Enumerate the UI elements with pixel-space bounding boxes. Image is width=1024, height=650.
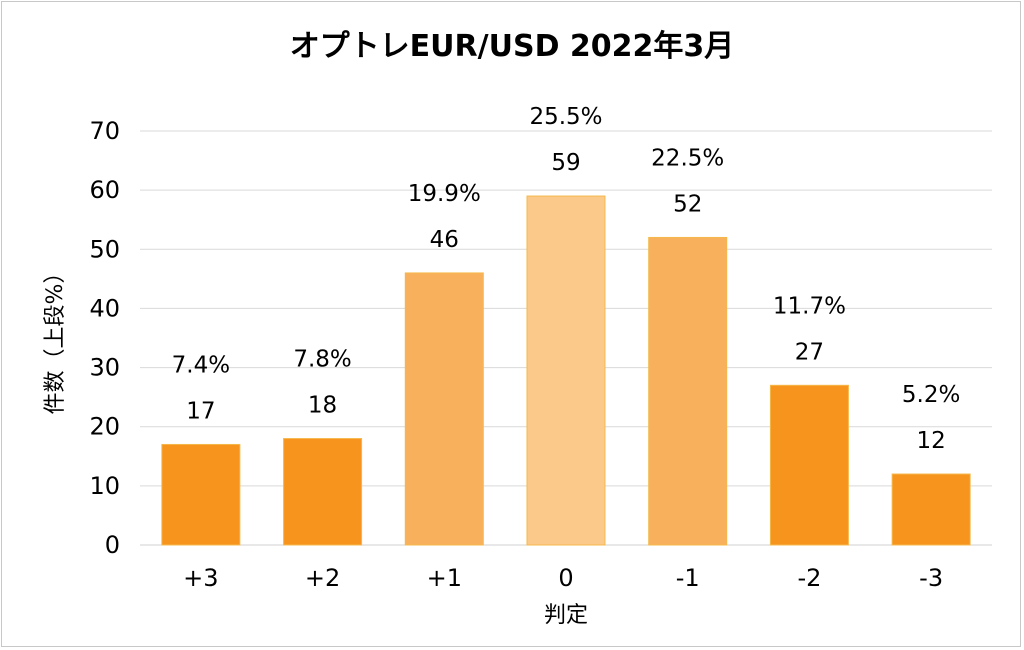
x-tick-label: 0 [558,564,573,592]
x-tick-label: +2 [305,564,340,592]
bar-value-label: 59 [551,150,580,176]
x-tick-label: -2 [797,564,821,592]
bar-percent-label: 7.8% [293,347,351,373]
x-axis-ticks: +3 +2 +1 0 -1 -2 -3 [183,564,943,592]
y-tick-label: 50 [89,235,120,263]
bar-value-label: 18 [308,393,337,419]
bar [648,236,728,546]
bar [283,438,363,546]
x-tick-label: +3 [183,564,218,592]
data-labels: 17 7.4% 18 7.8% 46 19.9% 59 25.5% 52 22.5% 27 11.7%… [172,104,961,454]
bar-percent-label: 22.5% [651,145,724,171]
y-tick-label: 60 [89,176,120,204]
bar [526,195,606,546]
bar-value-label: 52 [673,191,702,217]
y-tick-label: 20 [89,413,120,441]
y-tick-label: 10 [89,472,120,500]
bar-percent-label: 25.5% [529,104,602,130]
bar-value-label: 46 [430,227,459,253]
x-tick-label: +1 [427,564,462,592]
bar-value-label: 17 [186,398,215,424]
bar [404,272,484,546]
y-tick-label: 70 [89,117,120,145]
bar [891,473,971,546]
y-axis-label: 件数（上段%） [43,262,68,415]
y-tick-label: 40 [89,294,120,322]
bar [161,443,241,546]
bars [161,195,971,546]
x-tick-label: -1 [676,564,700,592]
bar-value-label: 12 [917,428,946,454]
bar-percent-label: 5.2% [902,382,960,408]
x-tick-label: -3 [919,564,943,592]
bar-percent-label: 11.7% [773,293,846,319]
bar-value-label: 27 [795,339,824,365]
bar-percent-label: 7.4% [172,352,230,378]
x-axis-label: 判定 [544,603,588,628]
y-tick-label: 0 [105,531,120,559]
chart-title: オプトレEUR/USD 2022年3月 [290,29,735,64]
y-tick-label: 30 [89,354,120,382]
bar-percent-label: 19.9% [408,181,481,207]
y-axis-ticks: 0 10 20 30 40 50 60 70 [89,117,120,559]
bar [769,384,849,546]
